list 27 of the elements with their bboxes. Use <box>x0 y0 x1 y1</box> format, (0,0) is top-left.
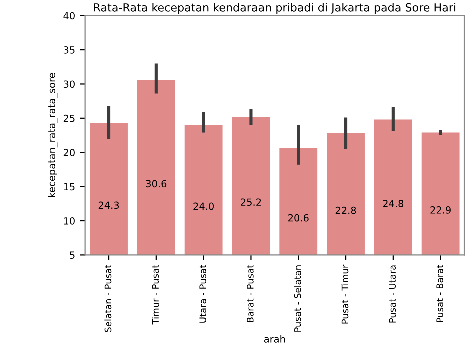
data-label: 24.0 <box>194 202 214 210</box>
x-tick-label: Timur - Pusat <box>152 265 160 325</box>
y-axis-title: kecepatan_rata_rata_sore <box>48 73 58 198</box>
x-tick-label: Pusat - Selatan <box>294 266 302 332</box>
data-label: 30.6 <box>146 180 167 188</box>
y-tick-label: 40 <box>64 12 75 20</box>
chart-title: Rata-Rata kecepatan kendaraan pribadi di Jakarta pada Sore Hari <box>94 3 456 14</box>
y-tick-label: 15 <box>64 183 75 191</box>
data-label: 24.3 <box>98 202 120 210</box>
x-tick-label: Pusat - Barat <box>436 265 444 322</box>
x-tick-label: Selatan - Pusat <box>104 265 112 332</box>
x-tick-label: Barat - Pusat <box>247 265 254 322</box>
y-tick-label: 25 <box>64 114 75 122</box>
y-tick-label: 20 <box>64 149 75 156</box>
y-tick-label: 5 <box>70 252 75 260</box>
data-label: 25.2 <box>241 198 262 206</box>
x-tick-label: Pusat - Timur <box>342 264 349 324</box>
data-label: 20.6 <box>288 214 309 222</box>
x-tick-label: Pusat - Utara <box>389 266 396 323</box>
data-label: 24.8 <box>383 200 404 208</box>
x-axis-title: arah <box>264 335 286 343</box>
data-label: 22.8 <box>336 206 356 214</box>
data-label: 22.9 <box>430 206 451 214</box>
y-tick-label: 10 <box>64 217 75 225</box>
y-tick-label: 30 <box>64 80 75 88</box>
x-tick-label: Utara - Pusat <box>200 265 206 323</box>
y-tick-label: 35 <box>64 46 75 54</box>
